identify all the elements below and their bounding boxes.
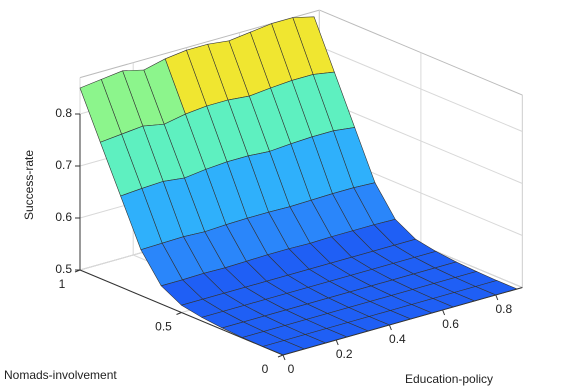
y-tick xyxy=(176,312,182,315)
y-tick xyxy=(74,269,81,273)
z-tick-label: 0.6 xyxy=(55,210,72,224)
y-tick-label: 0 xyxy=(262,362,269,376)
z-tick-label: 0.7 xyxy=(55,158,72,172)
x-tick xyxy=(442,309,446,316)
x-tick-label: 0.8 xyxy=(495,302,512,316)
z-axis-label: Success-rate xyxy=(22,150,36,220)
x-tick-label: 0.2 xyxy=(336,347,353,361)
x-axis xyxy=(282,287,523,356)
z-tick-label: 0.5 xyxy=(55,262,72,276)
x-tick-label: 0 xyxy=(288,362,295,376)
y-tick xyxy=(277,354,284,358)
x-tick-label: 0.6 xyxy=(442,317,459,331)
x-tick xyxy=(282,354,286,361)
x-tick xyxy=(388,324,392,331)
z-tick-label: 0.8 xyxy=(55,106,72,120)
x-tick xyxy=(335,339,339,346)
y-tick-label: 1 xyxy=(59,277,66,291)
x-axis-label: Education-policy xyxy=(405,372,493,386)
y-tick-label: 0.5 xyxy=(155,320,172,334)
y-axis-label: Nomads-involvement xyxy=(4,368,117,382)
x-tick-label: 0.4 xyxy=(389,332,406,346)
x-tick xyxy=(495,294,499,301)
